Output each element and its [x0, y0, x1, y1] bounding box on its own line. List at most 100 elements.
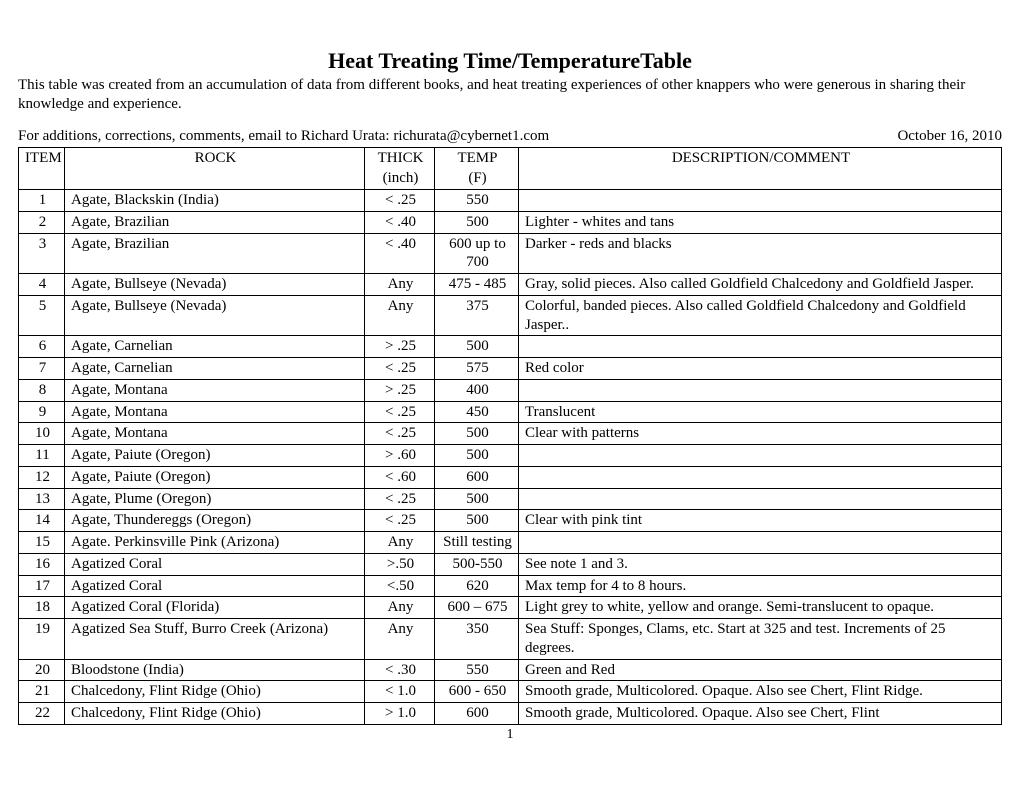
cell-temp: 500: [435, 211, 519, 233]
cell-thick: > .60: [365, 445, 435, 467]
cell-item: 4: [19, 274, 65, 296]
cell-temp: 600: [435, 703, 519, 725]
table-row: 13Agate, Plume (Oregon)< .25500: [19, 488, 1002, 510]
cell-item: 12: [19, 466, 65, 488]
table-row: 20Bloodstone (India)< .30550Green and Re…: [19, 659, 1002, 681]
cell-temp: 400: [435, 379, 519, 401]
cell-thick: > 1.0: [365, 703, 435, 725]
cell-item: 6: [19, 336, 65, 358]
cell-rock: Bloodstone (India): [65, 659, 365, 681]
table-row: 16Agatized Coral>.50500-550See note 1 an…: [19, 553, 1002, 575]
cell-rock: Agate, Montana: [65, 379, 365, 401]
cell-temp: 500: [435, 336, 519, 358]
cell-thick: Any: [365, 597, 435, 619]
cell-desc: [519, 488, 1002, 510]
cell-rock: Agate, Brazilian: [65, 233, 365, 274]
cell-thick: > .25: [365, 379, 435, 401]
cell-rock: Agate, Montana: [65, 401, 365, 423]
cell-desc: [519, 379, 1002, 401]
cell-rock: Agate, Paiute (Oregon): [65, 466, 365, 488]
cell-rock: Agatized Sea Stuff, Burro Creek (Arizona…: [65, 619, 365, 660]
cell-temp: 600 – 675: [435, 597, 519, 619]
cell-thick: < .40: [365, 233, 435, 274]
cell-item: 1: [19, 190, 65, 212]
cell-thick: < .25: [365, 510, 435, 532]
table-row: 19Agatized Sea Stuff, Burro Creek (Arizo…: [19, 619, 1002, 660]
table-row: 1Agate, Blackskin (India)< .25550: [19, 190, 1002, 212]
cell-thick: Any: [365, 619, 435, 660]
cell-thick: >.50: [365, 553, 435, 575]
cell-thick: Any: [365, 295, 435, 336]
cell-desc: Smooth grade, Multicolored. Opaque. Also…: [519, 703, 1002, 725]
cell-item: 20: [19, 659, 65, 681]
cell-desc: [519, 532, 1002, 554]
cell-thick: < .25: [365, 423, 435, 445]
cell-desc: Clear with patterns: [519, 423, 1002, 445]
cell-item: 13: [19, 488, 65, 510]
cell-temp: 575: [435, 358, 519, 380]
table-row: 10Agate, Montana< .25500Clear with patte…: [19, 423, 1002, 445]
col-rock-unit: [65, 168, 365, 189]
cell-rock: Agate, Thundereggs (Oregon): [65, 510, 365, 532]
cell-temp: 500: [435, 510, 519, 532]
table-row: 18Agatized Coral (Florida)Any600 – 675Li…: [19, 597, 1002, 619]
cell-item: 17: [19, 575, 65, 597]
cell-temp: 475 - 485: [435, 274, 519, 296]
cell-temp: 500: [435, 423, 519, 445]
heat-treat-table: ITEM ROCK THICK TEMP DESCRIPTION/COMMENT…: [18, 147, 1002, 725]
table-row: 8Agate, Montana> .25400: [19, 379, 1002, 401]
cell-thick: Any: [365, 274, 435, 296]
cell-desc: Sea Stuff: Sponges, Clams, etc. Start at…: [519, 619, 1002, 660]
cell-desc: Darker - reds and blacks: [519, 233, 1002, 274]
cell-rock: Agate, Blackskin (India): [65, 190, 365, 212]
cell-temp: 600 up to 700: [435, 233, 519, 274]
page-title: Heat Treating Time/TemperatureTable: [18, 48, 1002, 74]
col-temp: TEMP: [435, 147, 519, 168]
cell-thick: < 1.0: [365, 681, 435, 703]
col-thick-unit: (inch): [365, 168, 435, 189]
cell-item: 3: [19, 233, 65, 274]
cell-desc: Light grey to white, yellow and orange. …: [519, 597, 1002, 619]
cell-temp: 550: [435, 190, 519, 212]
col-desc-unit: [519, 168, 1002, 189]
cell-temp: 375: [435, 295, 519, 336]
cell-rock: Chalcedony, Flint Ridge (Ohio): [65, 703, 365, 725]
col-item-unit: [19, 168, 65, 189]
cell-desc: Green and Red: [519, 659, 1002, 681]
table-row: 9Agate, Montana< .25450Translucent: [19, 401, 1002, 423]
col-rock: ROCK: [65, 147, 365, 168]
cell-thick: Any: [365, 532, 435, 554]
cell-desc: [519, 336, 1002, 358]
document-date: October 16, 2010: [897, 128, 1002, 145]
cell-thick: < .40: [365, 211, 435, 233]
cell-rock: Agate, Bullseye (Nevada): [65, 274, 365, 296]
cell-desc: Smooth grade, Multicolored. Opaque. Also…: [519, 681, 1002, 703]
cell-thick: < .25: [365, 190, 435, 212]
cell-desc: Red color: [519, 358, 1002, 380]
col-item: ITEM: [19, 147, 65, 168]
cell-temp: 500-550: [435, 553, 519, 575]
table-row: 7Agate, Carnelian< .25575Red color: [19, 358, 1002, 380]
cell-temp: Still testing: [435, 532, 519, 554]
contact-line: For additions, corrections, comments, em…: [18, 128, 549, 145]
cell-thick: < .30: [365, 659, 435, 681]
cell-desc: [519, 445, 1002, 467]
table-row: 3Agate, Brazilian< .40600 up to 700Darke…: [19, 233, 1002, 274]
cell-item: 8: [19, 379, 65, 401]
cell-temp: 600 - 650: [435, 681, 519, 703]
cell-rock: Agate, Montana: [65, 423, 365, 445]
cell-temp: 600: [435, 466, 519, 488]
page-number: 1: [18, 727, 1002, 743]
table-row: 21Chalcedony, Flint Ridge (Ohio)< 1.0600…: [19, 681, 1002, 703]
cell-rock: Agatized Coral: [65, 575, 365, 597]
cell-rock: Agatized Coral (Florida): [65, 597, 365, 619]
table-row: 4Agate, Bullseye (Nevada)Any475 - 485Gra…: [19, 274, 1002, 296]
cell-desc: [519, 466, 1002, 488]
table-row: 6Agate, Carnelian> .25500: [19, 336, 1002, 358]
cell-temp: 620: [435, 575, 519, 597]
contact-row: For additions, corrections, comments, em…: [18, 128, 1002, 145]
table-row: 15Agate. Perkinsville Pink (Arizona)AnyS…: [19, 532, 1002, 554]
cell-desc: [519, 190, 1002, 212]
cell-thick: > .25: [365, 336, 435, 358]
cell-thick: < .25: [365, 488, 435, 510]
